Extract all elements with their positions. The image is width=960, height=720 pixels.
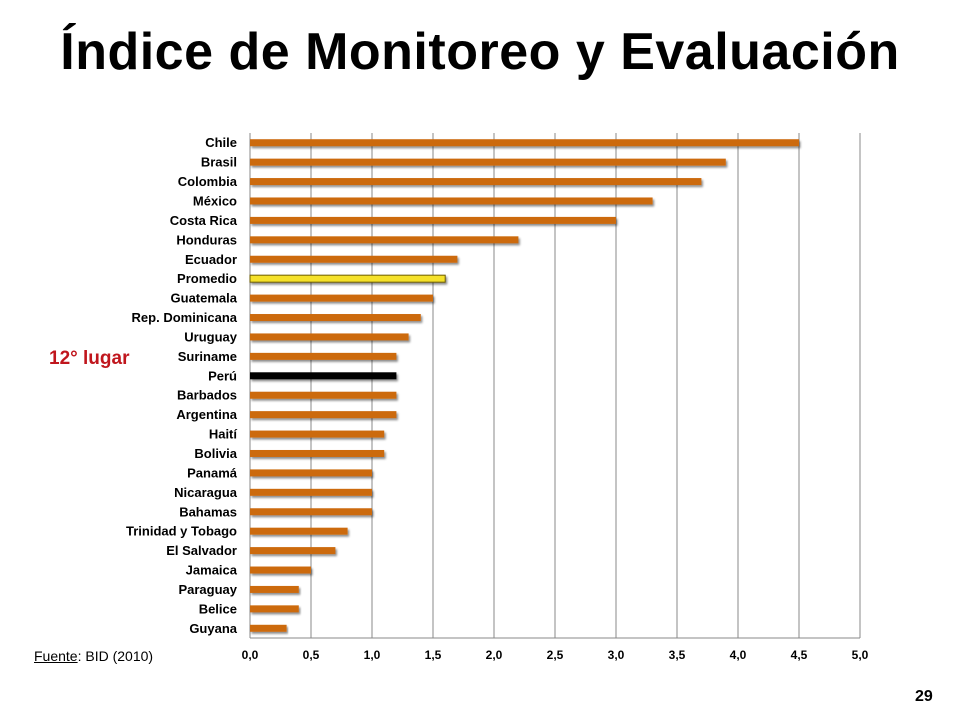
category-label: Costa Rica <box>170 213 238 228</box>
category-label: Panamá <box>187 465 238 480</box>
category-label: Guyana <box>189 621 237 636</box>
category-label: Ecuador <box>185 252 237 267</box>
bar-jamaica <box>250 566 311 574</box>
category-label: Nicaragua <box>174 485 238 500</box>
bar-suriname <box>250 352 397 360</box>
category-label: Belice <box>199 601 237 616</box>
category-label: Jamaica <box>186 563 238 578</box>
rank-annotation: 12° lugar <box>49 348 130 369</box>
x-tick-label: 1,5 <box>425 648 442 662</box>
category-label: Uruguay <box>184 329 238 344</box>
category-labels: Chile Brasil Colombia México Costa Rica Hondu… <box>126 135 238 636</box>
bar-ecuador <box>250 255 458 263</box>
category-label: Perú <box>208 368 237 383</box>
source-label[interactable]: Fuente <box>34 648 78 664</box>
bar-promedio <box>249 274 446 283</box>
bar-trinidad-y-tobago <box>250 527 348 535</box>
bar-el-salvador <box>250 547 336 555</box>
category-label: Argentina <box>176 407 237 422</box>
category-label: Bahamas <box>179 504 237 519</box>
x-tick-label: 1,0 <box>364 648 381 662</box>
bar-barbados <box>250 391 397 399</box>
category-label: Bolivia <box>194 446 237 461</box>
category-label: México <box>193 193 237 208</box>
category-label: Barbados <box>177 388 237 403</box>
x-tick-label: 2,0 <box>486 648 503 662</box>
category-label: Haití <box>209 427 238 442</box>
bar-méxico <box>250 197 653 205</box>
x-tick-label: 0,5 <box>303 648 320 662</box>
x-tick-label: 3,5 <box>669 648 686 662</box>
bar-costa-rica <box>250 216 616 224</box>
bar-panamá <box>250 469 372 477</box>
x-tick-label: 3,0 <box>608 648 625 662</box>
x-tick-label: 0,0 <box>242 648 259 662</box>
category-label: Colombia <box>178 174 238 189</box>
category-label: Rep. Dominicana <box>132 310 238 325</box>
bar-bolivia <box>250 449 385 457</box>
x-tick-label: 2,5 <box>547 648 564 662</box>
category-label: Guatemala <box>171 291 238 306</box>
bar-belice <box>250 605 299 613</box>
bar-colombia <box>250 178 702 186</box>
x-tick-label: 5,0 <box>852 648 869 662</box>
slide-title: Índice de Monitoreo y Evaluación <box>60 23 900 81</box>
bar-rep-dominicana <box>250 314 421 322</box>
bar-nicaragua <box>250 488 372 496</box>
x-tick-label: 4,0 <box>730 648 747 662</box>
bar-brasil <box>250 158 726 166</box>
bar-guyana <box>250 624 287 632</box>
category-label: Honduras <box>176 232 237 247</box>
category-label: Chile <box>205 135 237 150</box>
bar-uruguay <box>250 333 409 341</box>
bar-chile <box>250 139 799 147</box>
bar-argentina <box>250 411 397 419</box>
bar-bahamas <box>250 508 372 516</box>
x-axis-tick-labels: 0,0 0,5 1,0 1,5 2,0 2,5 3,0 3,5 4,0 4,5 5,0 <box>242 648 869 662</box>
bar-perú <box>250 372 397 380</box>
bar-guatemala <box>250 294 433 302</box>
bar-haití <box>250 430 385 438</box>
source-text: : BID (2010) <box>77 648 154 664</box>
category-label: Brasil <box>201 155 237 170</box>
category-label: El Salvador <box>166 543 237 558</box>
x-tick-label: 4,5 <box>791 648 808 662</box>
bar-paraguay <box>250 585 299 593</box>
bars <box>249 139 799 632</box>
page-number: 29 <box>915 688 933 705</box>
category-label: Paraguay <box>178 582 237 597</box>
category-label: Trinidad y Tobago <box>126 524 237 539</box>
gridlines <box>249 133 861 639</box>
source-note: Fuente: BID (2010) <box>34 648 153 664</box>
category-label: Promedio <box>177 271 237 286</box>
bar-honduras <box>250 236 519 244</box>
category-label: Suriname <box>178 349 237 364</box>
